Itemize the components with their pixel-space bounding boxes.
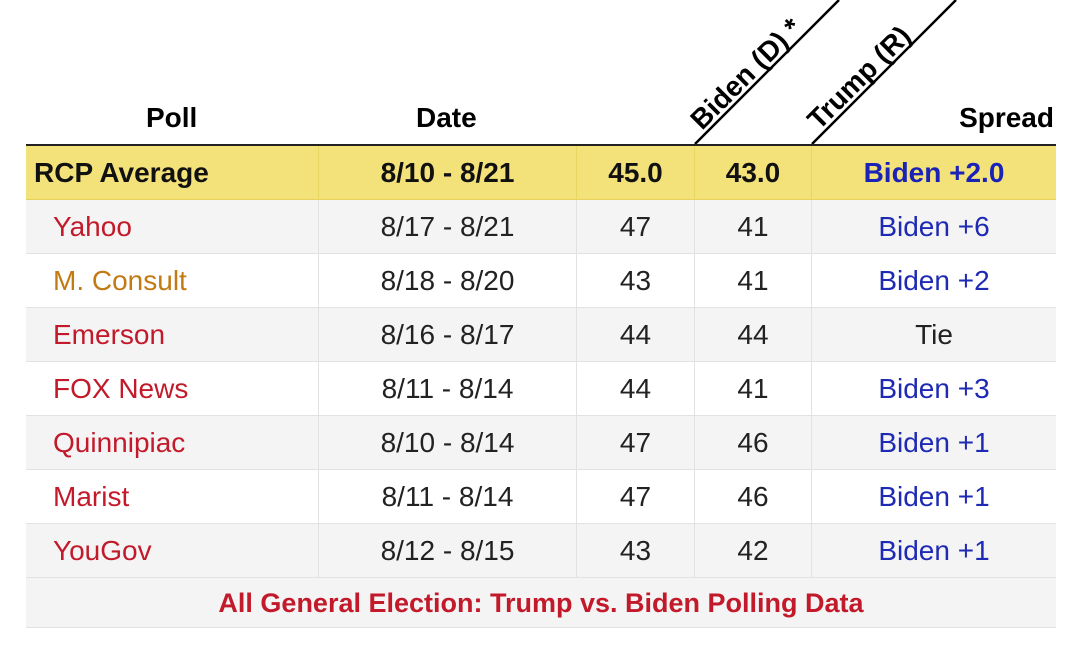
poll-date: 8/11 - 8/14 xyxy=(319,470,577,523)
poll-rep: 44 xyxy=(695,308,812,361)
polls-table: RCP Average 8/10 - 8/21 45.0 43.0 Biden … xyxy=(26,146,1056,628)
poll-dem: 44 xyxy=(577,362,695,415)
diagonal-candidate-headers: Biden (D) * Trump (R) xyxy=(684,0,957,145)
poll-link[interactable]: YouGov xyxy=(26,524,319,577)
poll-dem: 44 xyxy=(577,308,695,361)
poll-dem: 43 xyxy=(577,254,695,307)
poll-link[interactable]: Yahoo xyxy=(26,200,319,253)
average-date: 8/10 - 8/21 xyxy=(319,146,577,199)
poll-date: 8/11 - 8/14 xyxy=(319,362,577,415)
poll-date: 8/10 - 8/14 xyxy=(319,416,577,469)
poll-spread: Biden +1 xyxy=(878,427,990,458)
header-poll[interactable]: Poll xyxy=(146,102,198,133)
table-row: Yahoo 8/17 - 8/21 47 41 Biden +6 xyxy=(26,200,1056,254)
poll-link[interactable]: Emerson xyxy=(26,308,319,361)
poll-dem: 43 xyxy=(577,524,695,577)
table-row: Emerson 8/16 - 8/17 44 44 Tie xyxy=(26,308,1056,362)
header-date[interactable]: Date xyxy=(416,102,477,133)
poll-spread: Biden +3 xyxy=(878,373,990,404)
poll-link[interactable]: Marist xyxy=(26,470,319,523)
poll-date: 8/12 - 8/15 xyxy=(319,524,577,577)
poll-rep: 46 xyxy=(695,416,812,469)
table-footer: All General Election: Trump vs. Biden Po… xyxy=(26,578,1056,628)
poll-rep: 42 xyxy=(695,524,812,577)
poll-dem: 47 xyxy=(577,200,695,253)
table-header: Poll Date Biden (D) * Trump (R) Spread xyxy=(0,0,1080,146)
average-spread: Biden +2.0 xyxy=(863,157,1005,188)
poll-date: 8/17 - 8/21 xyxy=(319,200,577,253)
poll-spread: Biden +1 xyxy=(878,535,990,566)
table-row: Quinnipiac 8/10 - 8/14 47 46 Biden +1 xyxy=(26,416,1056,470)
table-row: FOX News 8/11 - 8/14 44 41 Biden +3 xyxy=(26,362,1056,416)
poll-dem: 47 xyxy=(577,416,695,469)
average-rep: 43.0 xyxy=(695,146,812,199)
poll-dem: 47 xyxy=(577,470,695,523)
poll-link[interactable]: FOX News xyxy=(26,362,319,415)
poll-date: 8/16 - 8/17 xyxy=(319,308,577,361)
poll-date: 8/18 - 8/20 xyxy=(319,254,577,307)
poll-rep: 46 xyxy=(695,470,812,523)
diagonal-divider-rep xyxy=(811,0,957,145)
header-rep[interactable]: Trump (R) xyxy=(801,20,916,135)
diagonal-divider-dem xyxy=(694,0,840,145)
table-row-rcp-average: RCP Average 8/10 - 8/21 45.0 43.0 Biden … xyxy=(26,146,1056,200)
all-polling-data-link[interactable]: All General Election: Trump vs. Biden Po… xyxy=(218,588,864,618)
poll-rep: 41 xyxy=(695,254,812,307)
poll-rep: 41 xyxy=(695,200,812,253)
table-row: M. Consult 8/18 - 8/20 43 41 Biden +2 xyxy=(26,254,1056,308)
table-row: Marist 8/11 - 8/14 47 46 Biden +1 xyxy=(26,470,1056,524)
header-spread[interactable]: Spread xyxy=(959,102,1054,133)
average-dem: 45.0 xyxy=(577,146,695,199)
poll-spread: Biden +6 xyxy=(878,211,990,242)
header-divider xyxy=(26,144,1056,146)
poll-spread: Biden +1 xyxy=(878,481,990,512)
poll-spread: Biden +2 xyxy=(878,265,990,296)
table-row: YouGov 8/12 - 8/15 43 42 Biden +1 xyxy=(26,524,1056,578)
poll-link[interactable]: Quinnipiac xyxy=(26,416,319,469)
poll-link[interactable]: M. Consult xyxy=(26,254,319,307)
poll-rep: 41 xyxy=(695,362,812,415)
poll-spread: Tie xyxy=(915,319,953,350)
header-dem[interactable]: Biden (D) * xyxy=(684,12,807,135)
average-poll-label: RCP Average xyxy=(26,146,319,199)
